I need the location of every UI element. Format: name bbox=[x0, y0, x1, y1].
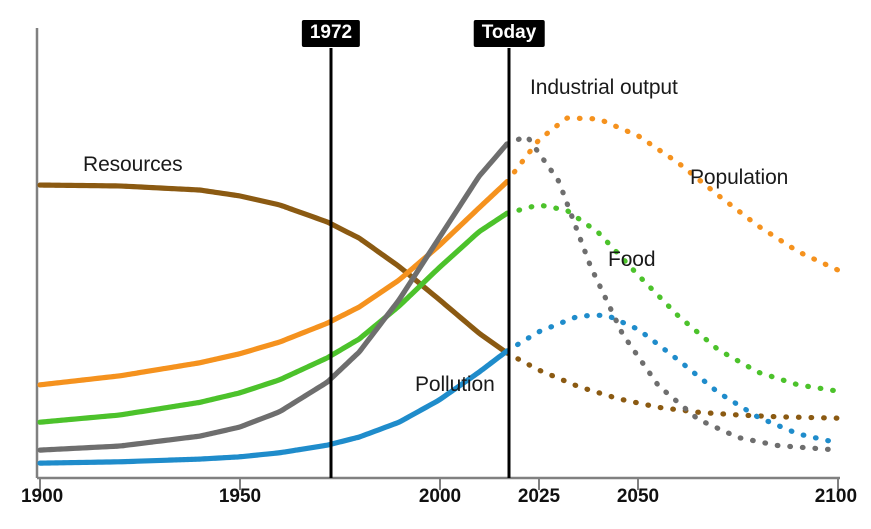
series-line-industrial-output-historical bbox=[37, 141, 510, 453]
marker-lines-group bbox=[329, 48, 511, 478]
axes-group bbox=[35, 28, 840, 490]
x-tick-label-2050: 2050 bbox=[616, 486, 660, 507]
x-tick-label-2100: 2100 bbox=[814, 486, 858, 507]
curves-group bbox=[37, 115, 841, 466]
x-tick-label-1900: 1900 bbox=[20, 486, 64, 507]
x-tick-label-1950: 1950 bbox=[218, 486, 262, 507]
x-tick-label-2025: 2025 bbox=[517, 486, 561, 507]
series-line-pollution-historical bbox=[37, 348, 510, 466]
series-line-resources-projection bbox=[504, 350, 841, 421]
series-line-population-projection bbox=[504, 115, 841, 273]
series-line-food-projection bbox=[504, 202, 841, 394]
series-label-population: Population bbox=[690, 166, 789, 189]
series-line-industrial-output-projection bbox=[504, 133, 841, 453]
series-label-resources: Resources bbox=[83, 153, 183, 176]
series-line-population-historical bbox=[37, 179, 510, 388]
series-line-food-historical bbox=[37, 210, 510, 425]
series-label-pollution: Pollution bbox=[415, 373, 495, 396]
series-label-food: Food bbox=[608, 248, 656, 271]
series-line-resources-historical bbox=[37, 182, 510, 356]
marker-1972-label: 1972 bbox=[301, 20, 361, 47]
series-line-pollution-projection bbox=[504, 312, 841, 446]
series-label-industrial_output: Industrial output bbox=[530, 76, 678, 99]
x-tick-label-2000: 2000 bbox=[418, 486, 462, 507]
marker-today-label: Today bbox=[473, 20, 545, 47]
